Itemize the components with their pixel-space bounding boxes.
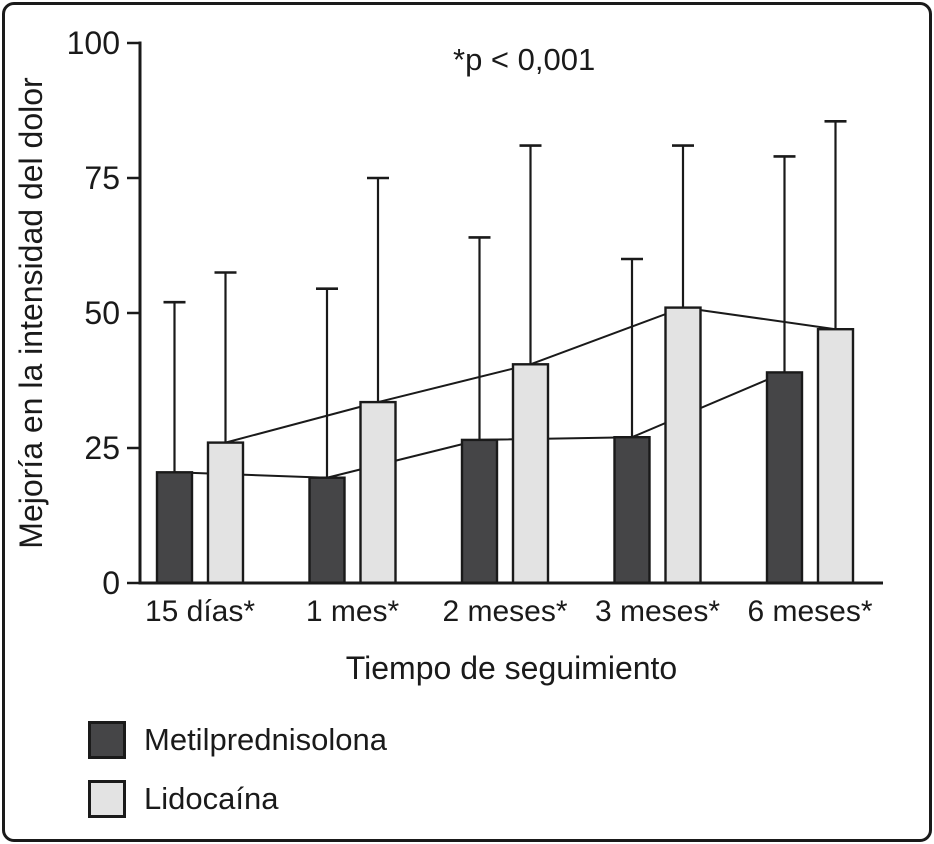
legend-item-lidocaina: Lidocaína	[88, 780, 387, 818]
p-value-annotation: *p < 0,001	[453, 42, 596, 77]
x-tick-label: 15 días*	[145, 595, 255, 628]
bar-series-1-cat-2	[511, 363, 550, 585]
metilprednisolona-swatch	[88, 721, 126, 759]
legend-label-metilprednisolona: Metilprednisolona	[144, 722, 387, 757]
legend-label-lidocaina: Lidocaína	[144, 781, 279, 816]
legend-item-metilprednisolona: Metilprednisolona	[88, 721, 387, 759]
y-tick-label: 100	[67, 25, 120, 61]
bar-series-1-cat-4	[816, 328, 855, 585]
x-tick-label: 1 mes*	[306, 595, 400, 628]
bar-series-0-cat-3	[613, 436, 651, 585]
x-axis-title: Tiempo de seguimiento	[345, 650, 678, 686]
bar-series-0-cat-4	[765, 371, 804, 585]
bar-series-1-cat-3	[664, 306, 702, 585]
x-tick-label: 2 meses*	[442, 595, 567, 628]
legend: Metilprednisolona Lidocaína	[88, 721, 387, 839]
y-tick-label: 0	[102, 565, 120, 601]
y-tick-label: 50	[84, 295, 120, 331]
x-tick-label: 3 meses*	[595, 595, 720, 628]
bar-series-1-cat-0	[206, 441, 245, 585]
bar-series-0-cat-1	[308, 476, 346, 585]
bar-series-0-cat-0	[155, 471, 194, 585]
bar-series-0-cat-2	[460, 438, 499, 585]
bar-series-1-cat-1	[359, 400, 397, 585]
lidocaina-swatch	[88, 780, 126, 818]
y-tick-label: 75	[84, 160, 120, 196]
x-tick-label: 6 meses*	[747, 595, 872, 628]
y-tick-label: 25	[84, 430, 120, 466]
